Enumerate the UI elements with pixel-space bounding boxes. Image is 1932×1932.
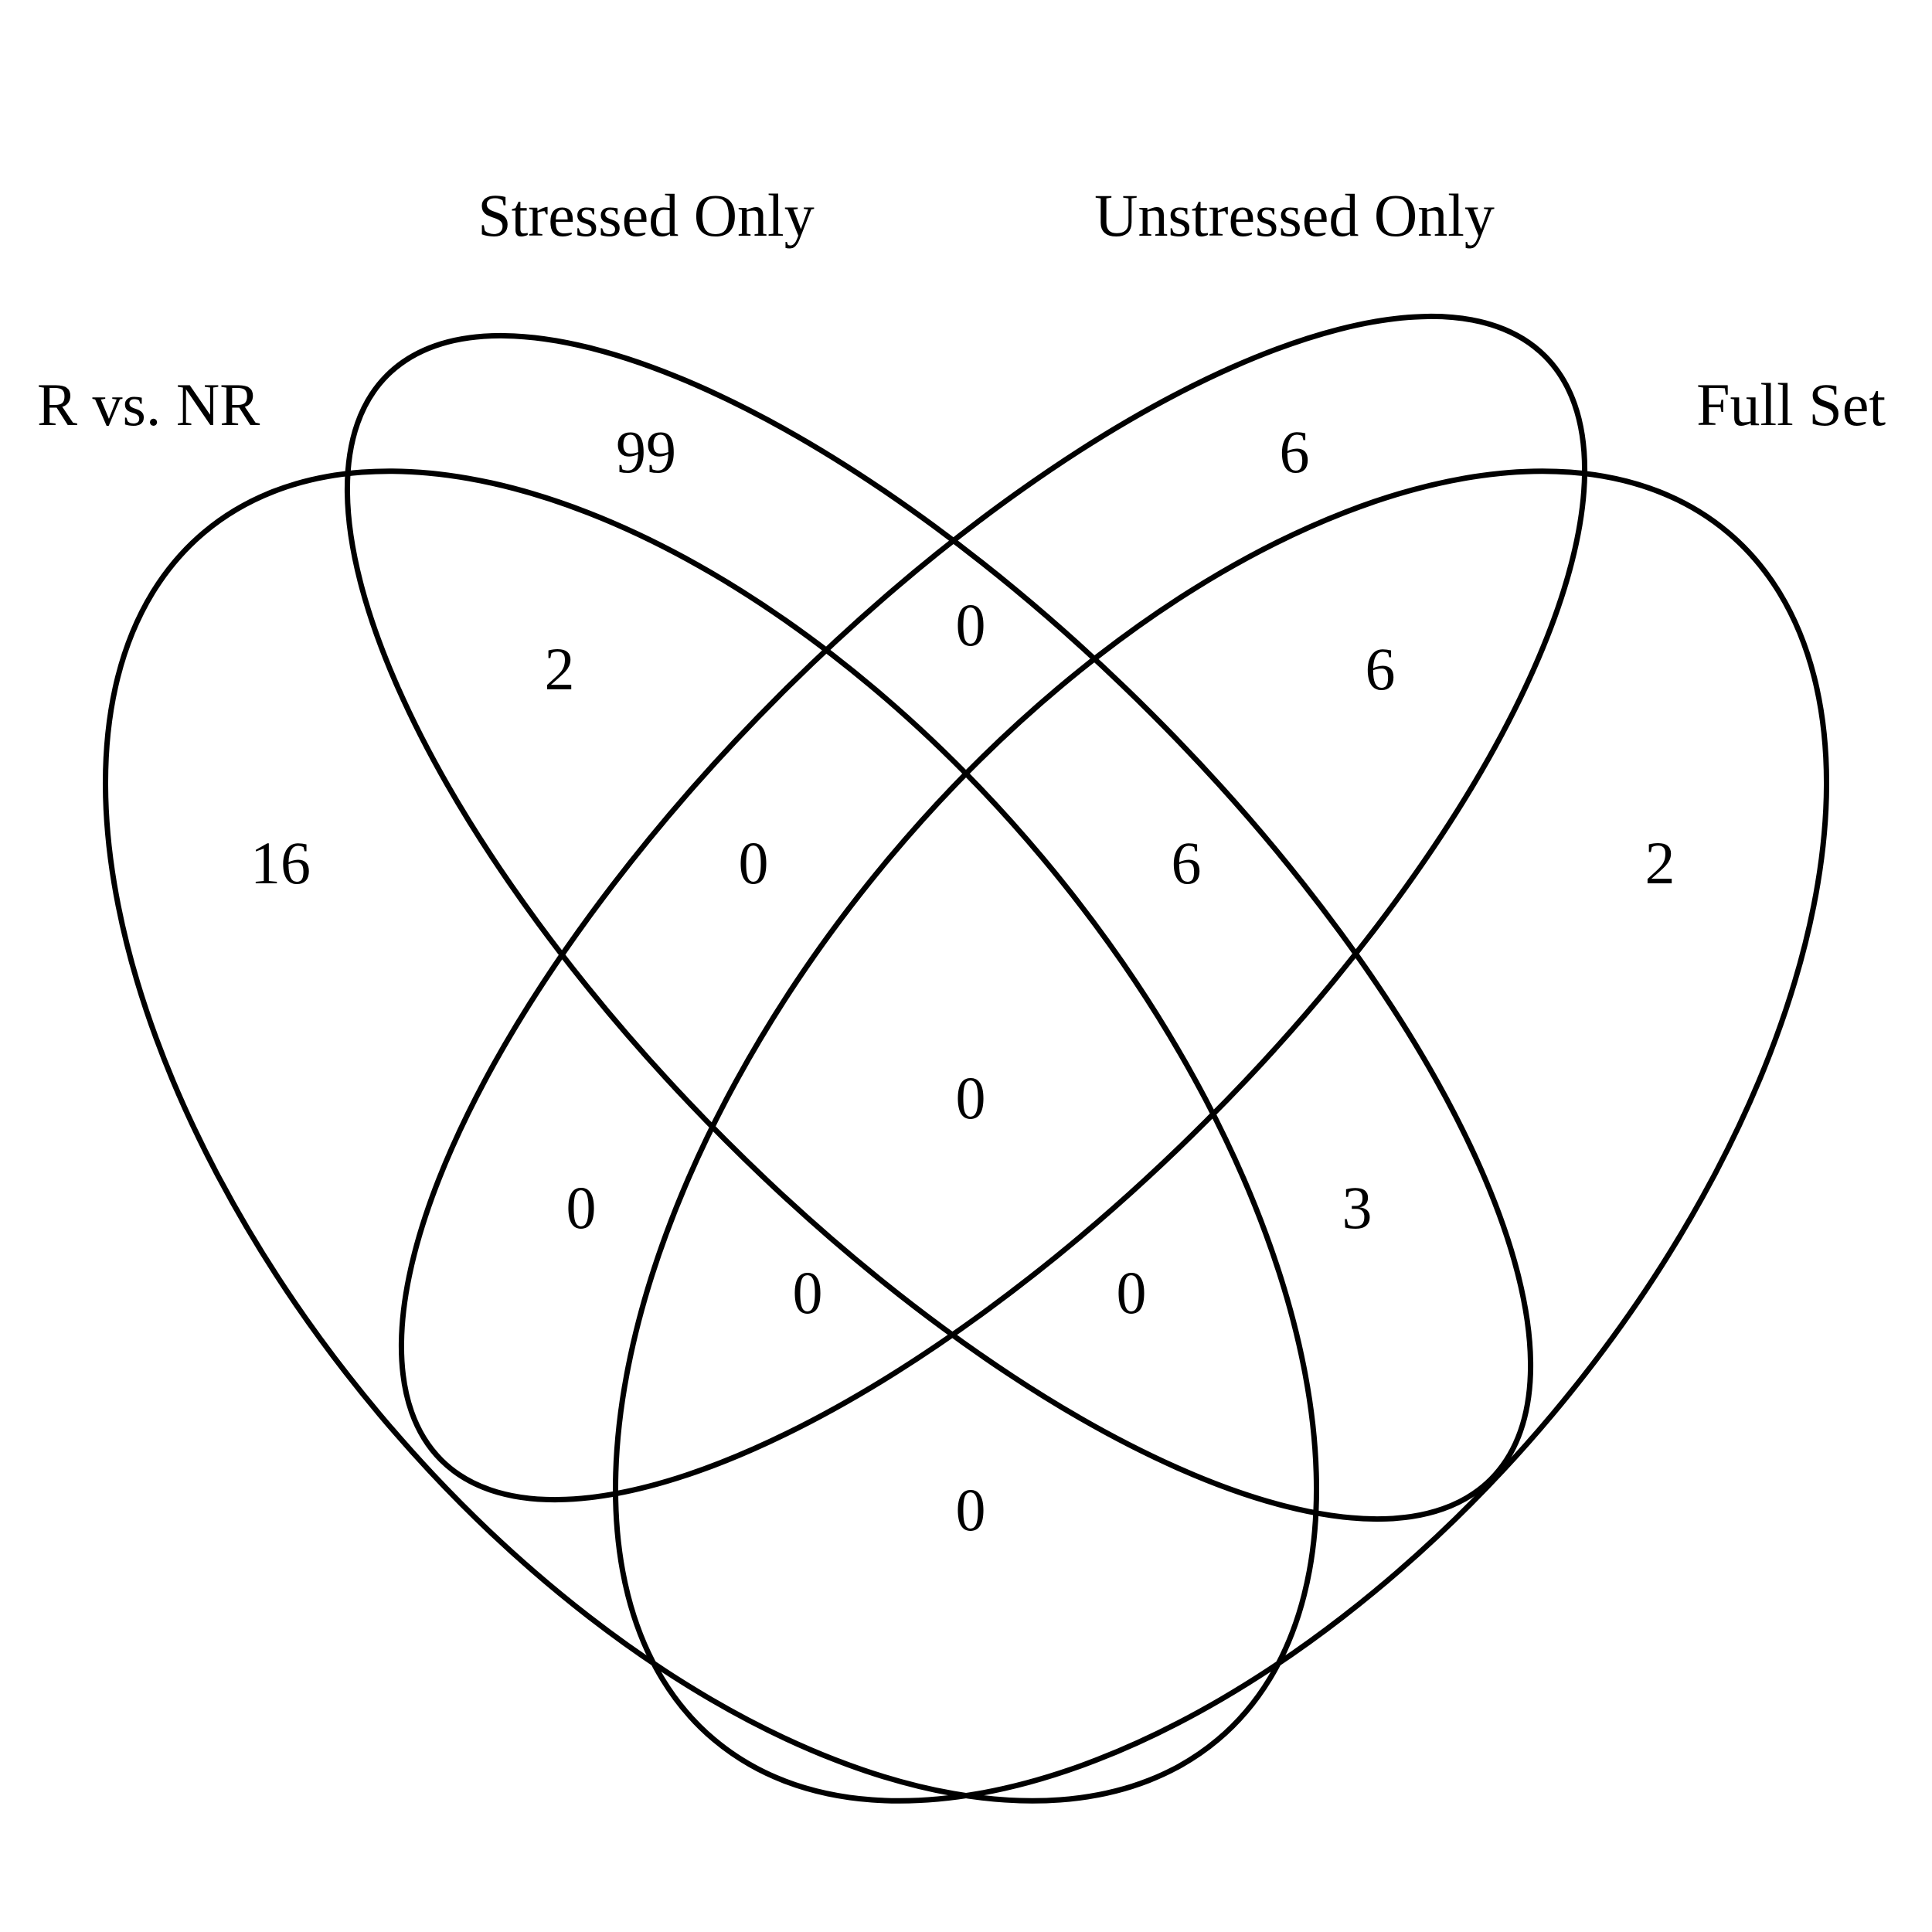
- set-outline-unstressed-only: [398, 313, 1588, 1503]
- set-label-r-vs-nr: R vs. NR: [37, 371, 260, 438]
- count-r-vs-nr-stressed-full: 0: [1117, 1259, 1147, 1326]
- count-unstressed-only: 6: [1280, 418, 1310, 485]
- set-label-stressed-only: Stressed Only: [478, 182, 814, 249]
- count-all-four: 0: [956, 1064, 986, 1131]
- set-outline-stressed-only: [344, 332, 1534, 1522]
- count-r-vs-nr-stressed-unstressed: 0: [739, 829, 769, 896]
- count-r-vs-nr-unstressed-full: 0: [793, 1259, 823, 1326]
- count-r-vs-nr-and-stressed: 2: [545, 635, 575, 702]
- count-r-vs-nr-only: 16: [250, 829, 311, 896]
- count-r-vs-nr-and-full: 0: [956, 1476, 986, 1543]
- set-label-unstressed-only: Unstressed Only: [1094, 182, 1495, 249]
- set-label-full-set: Full Set: [1696, 371, 1886, 438]
- set-outline-r-vs-nr: [102, 468, 1320, 1804]
- count-stressed-and-full: 3: [1342, 1174, 1372, 1241]
- set-outline-full-set: [612, 468, 1830, 1804]
- count-stressed-and-unstressed: 0: [956, 591, 986, 658]
- count-r-vs-nr-and-unstressed: 0: [566, 1174, 597, 1241]
- count-stressed-unstressed-full: 6: [1172, 829, 1202, 896]
- count-full-set-only: 2: [1645, 829, 1675, 896]
- count-unstressed-and-full: 6: [1366, 635, 1396, 702]
- count-stressed-only: 99: [616, 418, 676, 485]
